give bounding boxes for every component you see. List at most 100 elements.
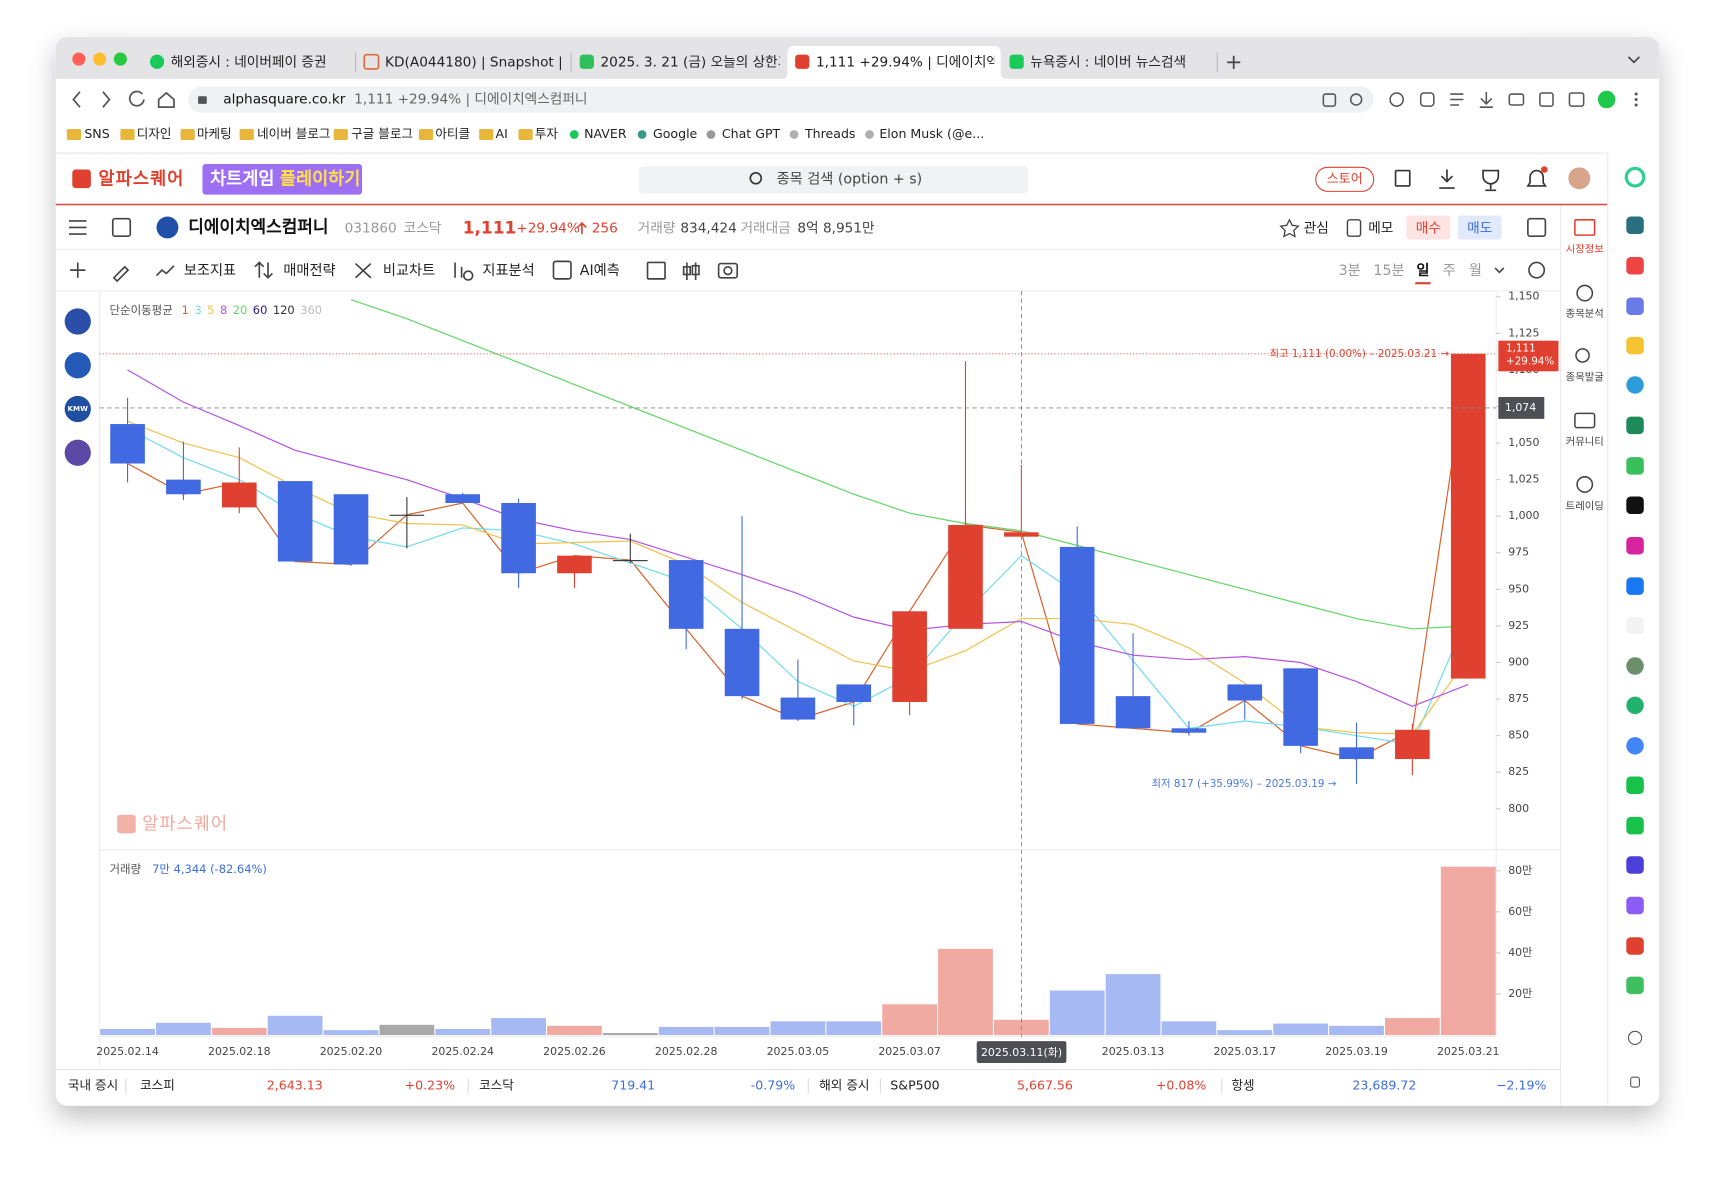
chart-tool-icon[interactable] [64,308,91,335]
kmw-label[interactable]: KMW [68,404,89,413]
tab-title[interactable]: 1,111 +29.94% | 디에이치엑스컴퍼니 [816,54,1049,70]
volume-bar [323,1030,379,1036]
moving-average [350,299,1469,630]
sell-label[interactable]: 매도 [1467,221,1492,237]
bookmark-favicons [569,130,874,139]
volume-tick-label: 20만 [1508,987,1532,1000]
toolbar-icons[interactable] [1322,91,1585,108]
y-tick-label: 1,125 [1508,326,1539,339]
volume-bar [602,1033,658,1036]
user-avatar[interactable] [1568,167,1591,190]
store-button[interactable] [1315,166,1375,192]
star-icon[interactable] [1279,218,1300,238]
bookmark[interactable]: 구글 블로그 [351,126,413,141]
period-button[interactable]: 3분 [1339,263,1361,279]
nav-buttons[interactable] [72,90,175,109]
chart-tool-icon[interactable] [64,395,91,423]
y-tick-label: 1,150 [1508,290,1539,303]
header-icons[interactable] [1394,169,1547,192]
store-label[interactable]: 스토어 [1327,171,1363,187]
logo-text[interactable]: 알파스퀘어 [99,169,185,189]
side-menu-icons[interactable] [1574,219,1596,493]
memo-icon[interactable] [1346,219,1362,237]
bookmark[interactable]: Chat GPT [722,126,781,141]
period-button[interactable]: 월 [1469,262,1482,279]
tool-button[interactable]: AI예측 [580,262,620,279]
menu-dots[interactable] [1634,92,1638,107]
bookmark[interactable]: 디자인 [137,126,172,141]
bookmark[interactable]: SNS [84,126,109,141]
stock-change-pct: +29.94% [516,221,580,237]
profile-avatar[interactable] [1597,90,1616,109]
index-value: 23,689.72 [1352,1077,1416,1092]
bookmark[interactable]: 아티클 [435,126,470,141]
memo-button[interactable]: 메모 [1368,221,1393,237]
period-button[interactable]: 15분 [1373,263,1404,279]
chart-tool-icon[interactable] [64,352,91,379]
promo-text[interactable]: 차트게임 [210,168,274,189]
menu-icon[interactable] [69,220,87,235]
x-tick-label: 2025.02.24 [431,1045,494,1058]
search-placeholder[interactable]: 종목 검색 (option + s) [777,170,923,187]
buy-button[interactable] [1406,215,1451,240]
tab-title[interactable]: KD(A044180) | Snapshot | [385,54,563,70]
period-button[interactable]: 주 [1443,263,1456,279]
zoom-button[interactable] [113,52,127,66]
panel-icon[interactable] [111,217,132,238]
bookmark[interactable]: 네이버 블로그 [257,126,330,141]
chart-tool-icon[interactable] [64,439,91,466]
x-tick-label: 2025.03.07 [878,1045,941,1058]
period-button[interactable]: 일 [1416,262,1429,279]
side-menu-item[interactable]: 종목발굴 [1566,371,1605,383]
up-arrow [576,221,587,235]
stock-change: 256 [592,221,618,237]
volume-bar [1273,1023,1329,1036]
crosshair-date: 2025.03.11(화) [981,1046,1062,1059]
tab-list-button[interactable] [1627,56,1641,64]
address-url[interactable]: alphasquare.co.kr [223,92,346,108]
watch-button[interactable]: 관심 [1304,221,1329,237]
tab-title[interactable]: 뉴욕증시 : 네이버 뉴스검색 [1030,54,1186,70]
bookmark[interactable]: AI [496,126,508,141]
panel-toggle[interactable] [1527,217,1547,238]
bookmark[interactable]: Threads [804,126,855,141]
logo-mark[interactable] [72,169,91,189]
tool-button[interactable]: 지표분석 [482,262,534,279]
tab-title[interactable]: 해외증시 : 네이버페이 증권 [171,54,327,70]
active-tab[interactable] [783,45,1007,79]
address-bar[interactable] [188,86,1374,113]
tab-title[interactable]: 2025. 3. 21 (금) 오늘의 상한가 [601,54,791,70]
side-menu-item[interactable]: 커뮤니티 [1566,436,1604,448]
candle-body [110,424,145,464]
side-menu-item[interactable]: 종목분석 [1566,308,1604,320]
side-menu-item[interactable]: 시장정보 [1566,243,1605,255]
bookmark[interactable]: 마케팅 [197,126,232,141]
extreme-annotation: 최저 817 (+35.99%) – 2025.03.19 → [1151,778,1336,790]
search-icon [749,171,763,185]
close-button[interactable] [72,52,86,66]
new-tab-button[interactable] [1227,55,1241,69]
bookmark[interactable]: Google [653,126,698,141]
tool-icons[interactable] [70,260,1546,283]
side-menu-item[interactable]: 트레이딩 [1566,500,1604,512]
tool-button[interactable]: 매매전략 [283,262,335,279]
tool-button[interactable]: 비교차트 [383,262,435,279]
candle-body [1227,684,1263,701]
candle-body [892,611,927,702]
promo-banner[interactable] [202,164,363,195]
sell-button[interactable] [1457,215,1502,240]
promo-highlight[interactable]: 플레이하기 [280,168,360,189]
minimize-button[interactable] [93,52,107,66]
search-box[interactable] [638,166,1029,194]
bookmark[interactable]: Elon Musk (@e... [879,126,984,141]
volume-bar [435,1028,491,1036]
bookmark[interactable]: 투자 [535,126,559,141]
tool-button[interactable]: 보조지표 [184,262,236,279]
buy-label[interactable]: 매수 [1416,221,1441,237]
rail-icons[interactable] [1624,166,1646,1088]
bookmark[interactable]: NAVER [584,126,627,141]
candle-body [724,628,760,697]
volume-bar [938,948,993,1036]
y-tick-label: 875 [1508,692,1529,705]
